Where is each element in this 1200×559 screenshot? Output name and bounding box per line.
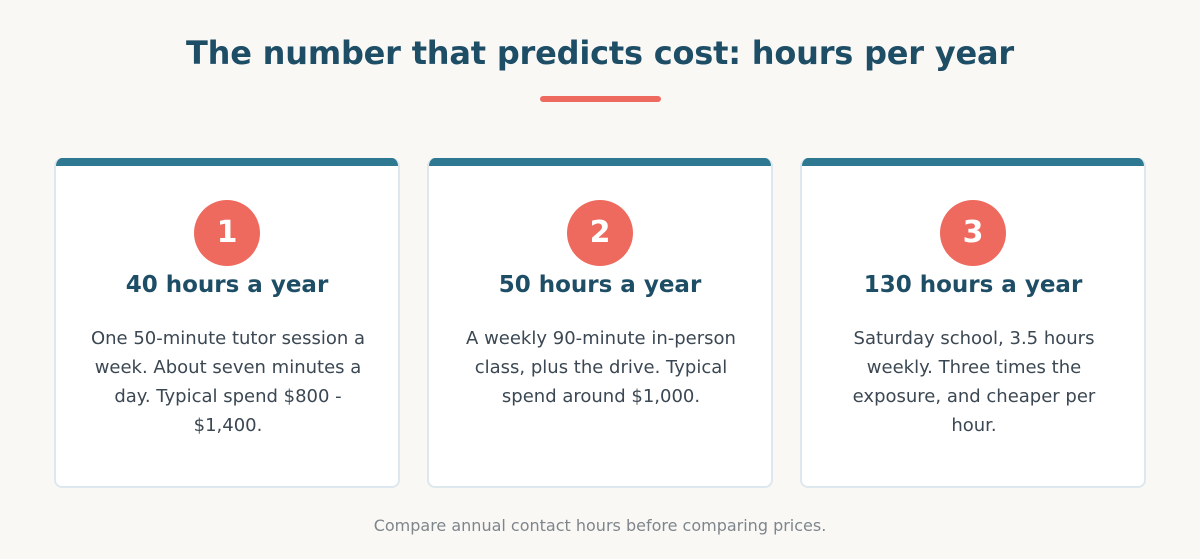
card-option-2: 2 50 hours a year A weekly 90-minute in-… — [427, 158, 773, 488]
card-description: A weekly 90-minute in-person class, plus… — [466, 328, 736, 407]
card-top-bar — [429, 158, 771, 166]
card-top-bar — [56, 158, 398, 166]
card-number-badge: 3 — [940, 200, 1006, 266]
card-number-badge: 2 — [567, 200, 633, 266]
title-underline-divider — [540, 96, 661, 102]
page-title: The number that predicts cost: hours per… — [186, 34, 1014, 72]
card-description: One 50-minute tutor session a week. Abou… — [90, 328, 366, 436]
card-top-bar — [802, 158, 1144, 166]
card-option-3: 3 130 hours a year Saturday school, 3.5 … — [800, 158, 1146, 488]
card-heading: 50 hours a year — [498, 272, 702, 298]
cards-row: 1 40 hours a year One 50-minute tutor se… — [54, 158, 1146, 488]
card-option-1: 1 40 hours a year One 50-minute tutor se… — [54, 158, 400, 488]
card-description: Saturday school, 3.5 hours weekly. Three… — [852, 328, 1096, 436]
card-heading: 130 hours a year — [863, 272, 1083, 298]
card-number-badge: 1 — [194, 200, 260, 266]
card-heading: 40 hours a year — [125, 272, 329, 298]
footer-note: Compare annual contact hours before comp… — [373, 516, 827, 535]
